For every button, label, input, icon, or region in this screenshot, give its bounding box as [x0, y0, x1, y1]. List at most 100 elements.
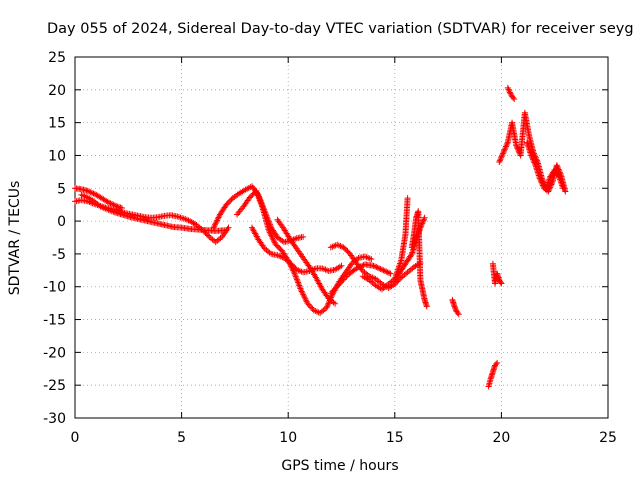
data-point	[500, 149, 507, 156]
data-point-fill	[537, 178, 544, 185]
data-point	[338, 262, 345, 269]
data-point-fill	[531, 160, 538, 167]
data-point-fill	[214, 237, 221, 244]
y-tick-label: 5	[57, 181, 66, 197]
y-tick-label: 15	[48, 116, 66, 132]
data-point-fill	[296, 267, 303, 274]
data-point-fill	[554, 163, 561, 170]
data-point-fill	[555, 165, 562, 172]
data-point-fill	[529, 155, 536, 162]
data-point-fill	[225, 199, 232, 206]
data-point-fill	[548, 181, 555, 188]
data-point-fill	[264, 248, 271, 255]
data-point-fill	[359, 262, 366, 269]
data-point	[287, 260, 294, 267]
data-point-fill	[497, 279, 504, 286]
data-point	[404, 269, 411, 276]
data-point-fill	[289, 262, 296, 269]
data-point-fill	[452, 306, 459, 313]
data-point-fill	[249, 191, 256, 198]
data-point-fill	[301, 294, 308, 301]
data-point-fill	[384, 269, 391, 276]
data-point-fill	[343, 246, 350, 253]
data-point-fill	[399, 273, 406, 280]
data-point-fill	[496, 157, 503, 164]
data-point-fill	[215, 236, 222, 243]
data-point	[225, 224, 232, 231]
data-point-fill	[292, 273, 299, 280]
data-point-fill	[324, 303, 331, 310]
data-point	[528, 152, 535, 159]
data-point-fill	[557, 170, 564, 177]
data-point-fill	[380, 267, 387, 274]
y-tick-label: -10	[43, 280, 66, 296]
x-axis-label: GPS time / hours	[281, 458, 398, 474]
data-point	[562, 188, 569, 195]
y-tick-label: -15	[43, 313, 66, 329]
data-point-fill	[381, 267, 388, 274]
data-point-fill	[108, 201, 115, 208]
data-point-fill	[356, 264, 363, 271]
data-point-fill	[322, 266, 329, 273]
data-point-fill	[297, 285, 304, 292]
data-point-fill	[493, 361, 500, 368]
data-point	[84, 187, 91, 194]
data-point-fill	[556, 169, 563, 176]
data-point-fill	[305, 301, 312, 308]
x-tick-label: 15	[386, 430, 404, 446]
data-point-fill	[531, 159, 538, 166]
data-point-fill	[354, 264, 361, 271]
data-point-fill	[294, 278, 301, 285]
data-point-fill	[514, 145, 521, 152]
data-point-fill	[270, 236, 277, 243]
y-tick-label: 0	[57, 214, 66, 230]
data-point-fill	[302, 295, 309, 302]
data-point	[370, 262, 377, 269]
data-point-fill	[499, 150, 506, 157]
chart-title: Day 055 of 2024, Sidereal Day-to-day VTE…	[47, 21, 634, 37]
data-point-fill	[211, 223, 218, 230]
x-tick-label: 20	[492, 430, 510, 446]
data-point-fill	[86, 188, 93, 195]
data-point-fill	[537, 176, 544, 183]
data-point-fill	[263, 246, 270, 253]
x-tick-label: 0	[71, 430, 80, 446]
data-point-fill	[377, 266, 384, 273]
data-point	[291, 270, 298, 277]
data-point-fill	[295, 279, 302, 286]
data-point	[221, 227, 228, 234]
data-point	[494, 359, 501, 366]
data-point-fill	[546, 185, 553, 192]
data-point-fill	[545, 179, 552, 186]
data-point-fill	[402, 270, 409, 277]
data-point-fill	[306, 303, 313, 310]
data-point-fill	[507, 90, 514, 97]
data-point-fill	[214, 217, 221, 224]
data-point	[332, 300, 339, 307]
data-point-fill	[556, 167, 563, 174]
data-point	[368, 256, 375, 263]
data-point-fill	[299, 289, 306, 296]
data-point-fill	[281, 227, 288, 234]
data-point-fill	[528, 153, 535, 160]
data-point-fill	[296, 284, 303, 291]
data-point-fill	[276, 245, 283, 252]
data-point-fill	[268, 232, 275, 239]
data-point-fill	[300, 291, 307, 298]
data-point	[266, 227, 273, 234]
data-point-fill	[285, 233, 292, 240]
data-point-fill	[291, 264, 298, 271]
data-point-fill	[497, 156, 504, 163]
data-point-fill	[269, 235, 276, 242]
data-point-fill	[337, 243, 344, 250]
data-point-fill	[273, 242, 280, 249]
y-tick-label: -20	[43, 345, 66, 361]
data-point-fill	[499, 151, 506, 158]
y-tick-label: 10	[48, 148, 66, 164]
data-point	[110, 201, 117, 208]
data-point-fill	[266, 229, 273, 236]
data-point-fill	[498, 154, 505, 161]
data-point	[553, 162, 560, 169]
y-tick-label: -5	[52, 247, 66, 263]
